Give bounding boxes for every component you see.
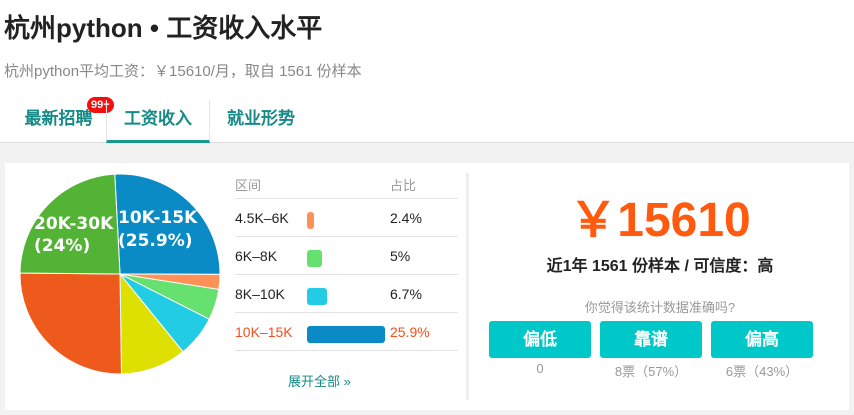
tab-bar: 最新招聘 99+ 工资收入 就业形势	[0, 97, 854, 143]
slice-percent: (25.9%)	[118, 231, 193, 251]
ratio-bar	[307, 212, 315, 229]
expand-all-link[interactable]: 展开全部 »	[288, 374, 351, 389]
table-row: 10K–15K 25.9%	[235, 313, 458, 351]
divider	[466, 173, 469, 400]
ratio-value: 5%	[390, 248, 411, 264]
ratio-bar	[307, 250, 323, 267]
tab-latest-jobs[interactable]: 最新招聘	[10, 100, 107, 143]
page-subtitle: 杭州python平均工资：￥15610/月，取自 1561 份样本	[4, 63, 362, 80]
header-ratio: 占比	[390, 178, 417, 193]
vote-accurate-count: 8票（57%）	[614, 364, 688, 379]
pie-slice	[19, 173, 121, 275]
slice-label: 20K-30K	[34, 214, 114, 234]
salary-table: 区间 占比 4.5K–6K 2.4% 6K–8K 5% 8K–10K 6.7% 10K…	[235, 172, 458, 351]
vote-high-count: 6票（43%）	[725, 364, 799, 379]
count-badge: 99+	[87, 97, 114, 113]
pie-slice	[19, 272, 122, 375]
average-salary: ￥15610	[569, 194, 751, 247]
slice-label: 10K-15K	[118, 208, 198, 228]
page-title: 杭州python • 工资收入水平	[4, 13, 323, 43]
table-row: 4.5K–6K 2.4%	[235, 199, 458, 237]
vote-high-button[interactable]: 偏高	[711, 321, 813, 358]
table-row: 8K–10K 6.7%	[235, 275, 458, 313]
ratio-bar	[307, 326, 385, 343]
ratio-bar	[307, 288, 328, 305]
table-row: 6K–8K 5%	[235, 237, 458, 275]
ratio-value: 6.7%	[390, 286, 422, 302]
vote-low-button[interactable]: 偏低	[489, 321, 591, 358]
salary-pie-chart: 10K-15K (25.9%)20K-30K(24%)	[19, 173, 221, 375]
table-header: 区间 占比	[235, 172, 458, 199]
tab-label: 最新招聘	[24, 109, 93, 128]
range-label: 10K–15K	[235, 324, 293, 340]
range-label: 8K–10K	[235, 286, 285, 302]
slice-percent: (24%)	[34, 236, 90, 256]
ratio-value: 2.4%	[390, 210, 422, 226]
header-range: 区间	[235, 178, 262, 193]
vote-low-count: 0	[536, 361, 544, 376]
tab-label: 就业形势	[227, 109, 295, 128]
accuracy-question: 你觉得该统计数据准确吗?	[584, 300, 736, 315]
pie-slice	[114, 173, 221, 275]
range-label: 6K–8K	[235, 248, 278, 264]
range-label: 4.5K–6K	[235, 210, 289, 226]
vote-accurate-button[interactable]: 靠谱	[600, 321, 702, 358]
tab-employment[interactable]: 就业形势	[214, 100, 308, 143]
tab-label: 工资收入	[124, 109, 192, 128]
tab-salary[interactable]: 工资收入	[106, 100, 210, 143]
sample-info: 近1年 1561 份样本 / 可信度：高	[546, 258, 774, 275]
ratio-value: 25.9%	[390, 324, 430, 340]
